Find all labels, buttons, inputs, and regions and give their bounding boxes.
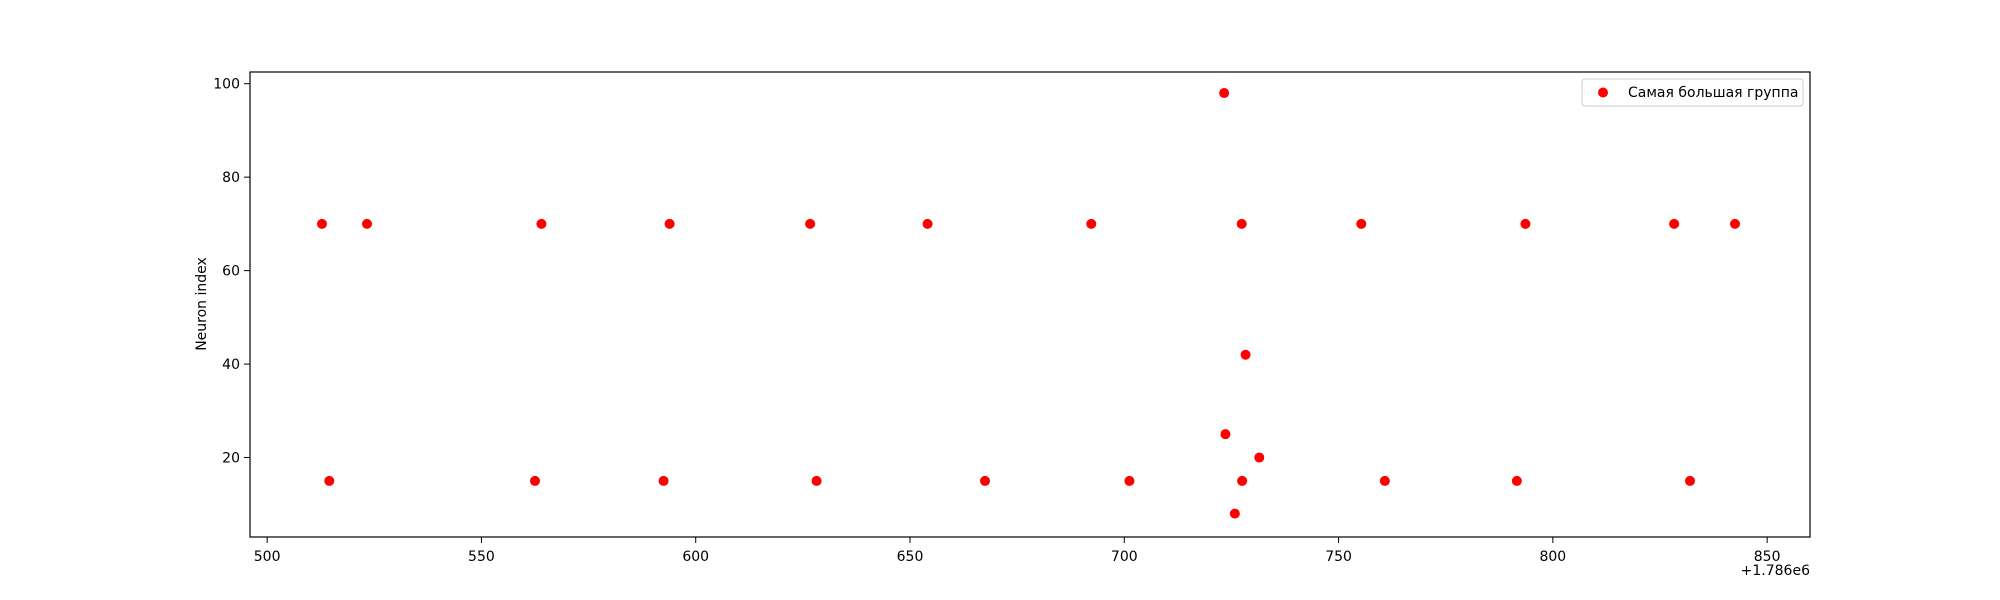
scatter-points — [317, 88, 1740, 519]
legend-marker — [1598, 87, 1608, 98]
data-point — [1240, 349, 1251, 360]
data-point — [1237, 475, 1248, 486]
data-point — [317, 218, 327, 229]
x-tick-label: 600 — [682, 549, 709, 565]
data-point — [1730, 218, 1740, 229]
data-point — [1379, 475, 1390, 486]
data-point — [1520, 218, 1531, 229]
data-point — [664, 218, 675, 229]
plot-frame — [249, 71, 1811, 538]
data-point — [1511, 475, 1522, 486]
data-point — [536, 218, 547, 229]
data-point — [1254, 452, 1265, 463]
x-tick-label: 500 — [254, 549, 281, 565]
x-tick-label: 750 — [1325, 549, 1352, 565]
data-point — [362, 218, 372, 229]
y-axis-ticks: 20 40 60 80 100 — [213, 77, 250, 467]
x-axis-ticks: 500 550 600 650 700 750 800 850 — [254, 537, 1781, 565]
data-point — [1124, 475, 1135, 486]
x-offset-label: +1.786e6 — [1741, 563, 1810, 579]
y-tick-label: 20 — [222, 451, 240, 467]
data-point — [922, 218, 933, 229]
x-tick-label: 550 — [468, 549, 495, 565]
data-point — [658, 475, 669, 486]
y-tick-label: 40 — [222, 357, 240, 373]
legend: Самая большая группа — [1581, 78, 1804, 107]
legend-label: Самая большая группа — [1628, 85, 1798, 101]
data-point — [1236, 218, 1247, 229]
data-point — [1220, 429, 1231, 440]
data-point — [1356, 218, 1367, 229]
x-tick-label: 700 — [1111, 549, 1138, 565]
data-point — [1086, 218, 1097, 229]
x-tick-label: 850 — [1754, 549, 1781, 565]
data-point — [1685, 475, 1695, 486]
data-point — [1219, 88, 1230, 99]
data-point — [530, 475, 540, 486]
data-point — [1229, 508, 1240, 519]
legend-frame — [1581, 78, 1804, 107]
data-point — [324, 475, 335, 486]
data-point — [811, 475, 822, 486]
y-tick-label: 60 — [222, 264, 240, 280]
x-tick-label: 800 — [1539, 549, 1566, 565]
data-point — [1669, 218, 1680, 229]
y-tick-label: 80 — [222, 170, 240, 186]
data-point — [805, 218, 816, 229]
y-tick-label: 100 — [213, 77, 240, 93]
x-tick-label: 650 — [897, 549, 924, 565]
y-axis-label: Neuron index — [194, 257, 210, 351]
data-point — [980, 475, 990, 486]
